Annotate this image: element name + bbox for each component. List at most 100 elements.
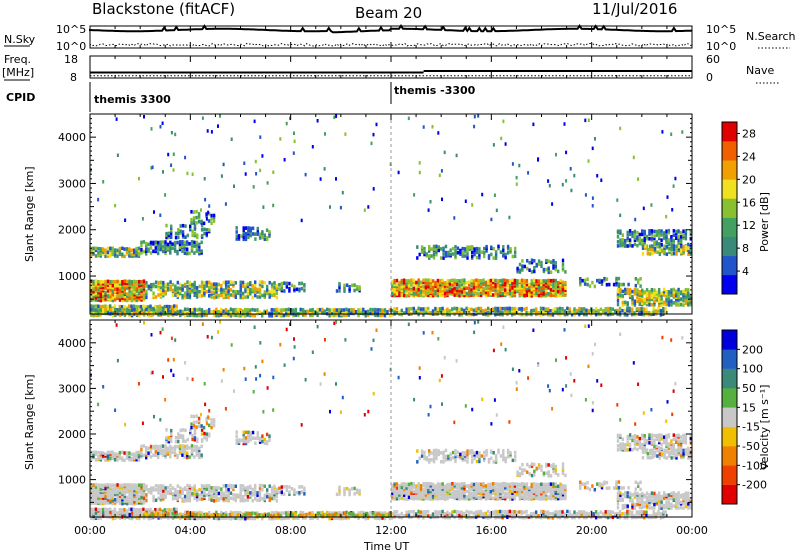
velocity-cell (443, 512, 447, 516)
power-cell (128, 296, 131, 301)
power-cell (645, 236, 649, 241)
velocity-cell (142, 485, 146, 489)
power-cell (458, 288, 461, 293)
power-cell (279, 137, 282, 141)
power-cell (321, 307, 324, 312)
velocity-cell (333, 516, 336, 521)
power-cell (121, 292, 124, 297)
velocity-cell (146, 508, 150, 512)
velocity-cell (273, 511, 276, 515)
power-cell (198, 247, 201, 252)
power-cell (443, 294, 447, 298)
velocity-cell (130, 500, 134, 504)
velocity-cell (594, 510, 598, 514)
velocity-cell (573, 515, 576, 520)
velocity-cell (195, 414, 198, 418)
power-cell (309, 308, 312, 312)
velocity-cell (162, 493, 165, 498)
power-cell (215, 307, 218, 312)
power-cell (449, 252, 452, 257)
power-cell (99, 291, 102, 295)
power-cell (94, 246, 98, 251)
power-cell (619, 240, 622, 245)
power-colorbar-tick-label: 8 (742, 242, 749, 255)
power-cell (179, 224, 182, 228)
power-cell (468, 293, 471, 298)
power-cell (532, 308, 535, 313)
power-cell (623, 313, 627, 317)
power-cell (659, 310, 663, 315)
power-cell (165, 308, 169, 313)
velocity-cell (161, 453, 165, 458)
power-cell (453, 289, 456, 294)
power-cell (658, 236, 661, 241)
velocity-cell (121, 496, 124, 500)
velocity-cell (205, 493, 208, 497)
power-cell (501, 278, 504, 282)
power-cell (564, 270, 567, 274)
power-cell (552, 288, 555, 292)
power-cell (398, 287, 401, 292)
velocity-cell (249, 430, 252, 435)
velocity-cell (179, 516, 182, 521)
power-cell (97, 290, 100, 295)
velocity-cell (205, 487, 208, 492)
power-cell (186, 280, 189, 284)
power-cell (113, 304, 117, 308)
power-cell (641, 252, 645, 256)
power-colorbar-tick-label: 12 (742, 219, 756, 232)
power-cell (677, 235, 680, 239)
power-cell (128, 279, 131, 284)
velocity-cell (207, 423, 211, 428)
count-tick-left-top: 10^5 (56, 23, 86, 36)
velocity-cell (179, 486, 182, 490)
power-cell (374, 309, 377, 314)
power-cell (440, 169, 443, 173)
power-cell (391, 293, 394, 298)
power-cell (670, 244, 673, 248)
velocity-cell (186, 495, 189, 499)
velocity-cell (254, 436, 257, 440)
power-cell (200, 284, 204, 288)
power-cell (111, 248, 114, 253)
power-cell (626, 236, 629, 241)
power-cell (679, 235, 683, 239)
power-cell (139, 304, 143, 309)
power-cell (466, 256, 469, 260)
power-cell (170, 235, 173, 239)
power-cell (358, 287, 361, 291)
velocity-cell (147, 488, 150, 492)
velocity-cell (121, 511, 124, 515)
power-cell (198, 284, 201, 289)
velocity-cell (224, 511, 228, 515)
power-cell (241, 284, 245, 288)
power-cell (612, 282, 616, 287)
velocity-cell (123, 484, 126, 489)
power-cell (97, 246, 100, 251)
power-cell (689, 300, 692, 305)
power-cell (660, 233, 663, 237)
power-cell (513, 293, 517, 298)
power-cell (444, 254, 448, 258)
power-cell (288, 281, 291, 286)
cpid-segment-1: themis 3300 (94, 93, 171, 106)
velocity-cell (630, 513, 634, 518)
power-cell (193, 307, 196, 312)
velocity-cell (109, 490, 112, 494)
power-cell (638, 293, 641, 297)
velocity-cell (578, 512, 581, 516)
power-cell (128, 289, 131, 293)
velocity-cell (147, 453, 150, 457)
power-cell (496, 306, 499, 311)
velocity-cell (623, 513, 627, 518)
power-cell (436, 278, 440, 283)
velocity-cell (190, 425, 193, 430)
velocity-cell (647, 513, 651, 518)
power-cell (516, 282, 519, 287)
power-cell (641, 238, 644, 243)
power-cell (179, 229, 182, 234)
velocity-cell (532, 513, 535, 518)
power-cell (499, 290, 502, 294)
power-cell (106, 285, 110, 289)
